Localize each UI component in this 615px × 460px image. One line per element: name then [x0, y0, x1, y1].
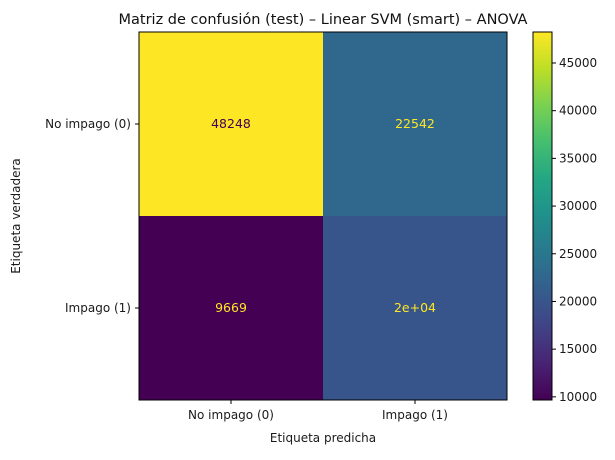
y-axis: No impago (0) Impago (1) — [45, 117, 139, 315]
cell-value-label: 9669 — [215, 300, 247, 315]
colorbar — [533, 32, 552, 400]
y-axis-label: Etiqueta verdadera — [9, 158, 23, 274]
colorbar-tick-label: 10000 — [559, 390, 597, 404]
colorbar-tick-label: 35000 — [559, 151, 597, 165]
colorbar-axis: 10000 15000 20000 25000 30000 35000 40000 45000 — [552, 56, 597, 404]
heatmap-cell — [323, 32, 507, 216]
colorbar-frame — [532, 31, 553, 401]
chart-title: Matriz de confusión (test) – Linear SVM … — [119, 12, 528, 28]
heatmap-cell — [139, 32, 323, 216]
heatmap-frame — [138, 31, 508, 401]
y-tick-label: Impago (1) — [65, 301, 131, 315]
heatmap-cells — [139, 32, 507, 400]
x-tick-label: No impago (0) — [188, 408, 274, 422]
colorbar-tick-label: 20000 — [559, 294, 597, 308]
colorbar-tick-label: 15000 — [559, 342, 597, 356]
x-axis-label: Etiqueta predicha — [270, 431, 376, 445]
x-axis: No impago (0) Impago (1) — [188, 400, 448, 422]
cell-labels: 48248 22542 9669 2e+04 — [211, 116, 436, 315]
cell-value-label: 22542 — [395, 116, 435, 131]
colorbar-tick-label: 30000 — [559, 199, 597, 213]
colorbar-tick-label: 40000 — [559, 104, 597, 118]
heatmap-cell — [323, 216, 507, 400]
colorbar-tick-label: 25000 — [559, 247, 597, 261]
cell-value-label: 2e+04 — [394, 300, 436, 315]
colorbar-tick-label: 45000 — [559, 56, 597, 70]
heatmap-cell — [139, 216, 323, 400]
y-tick-label: No impago (0) — [45, 117, 131, 131]
x-tick-label: Impago (1) — [382, 408, 448, 422]
cell-value-label: 48248 — [211, 116, 251, 131]
